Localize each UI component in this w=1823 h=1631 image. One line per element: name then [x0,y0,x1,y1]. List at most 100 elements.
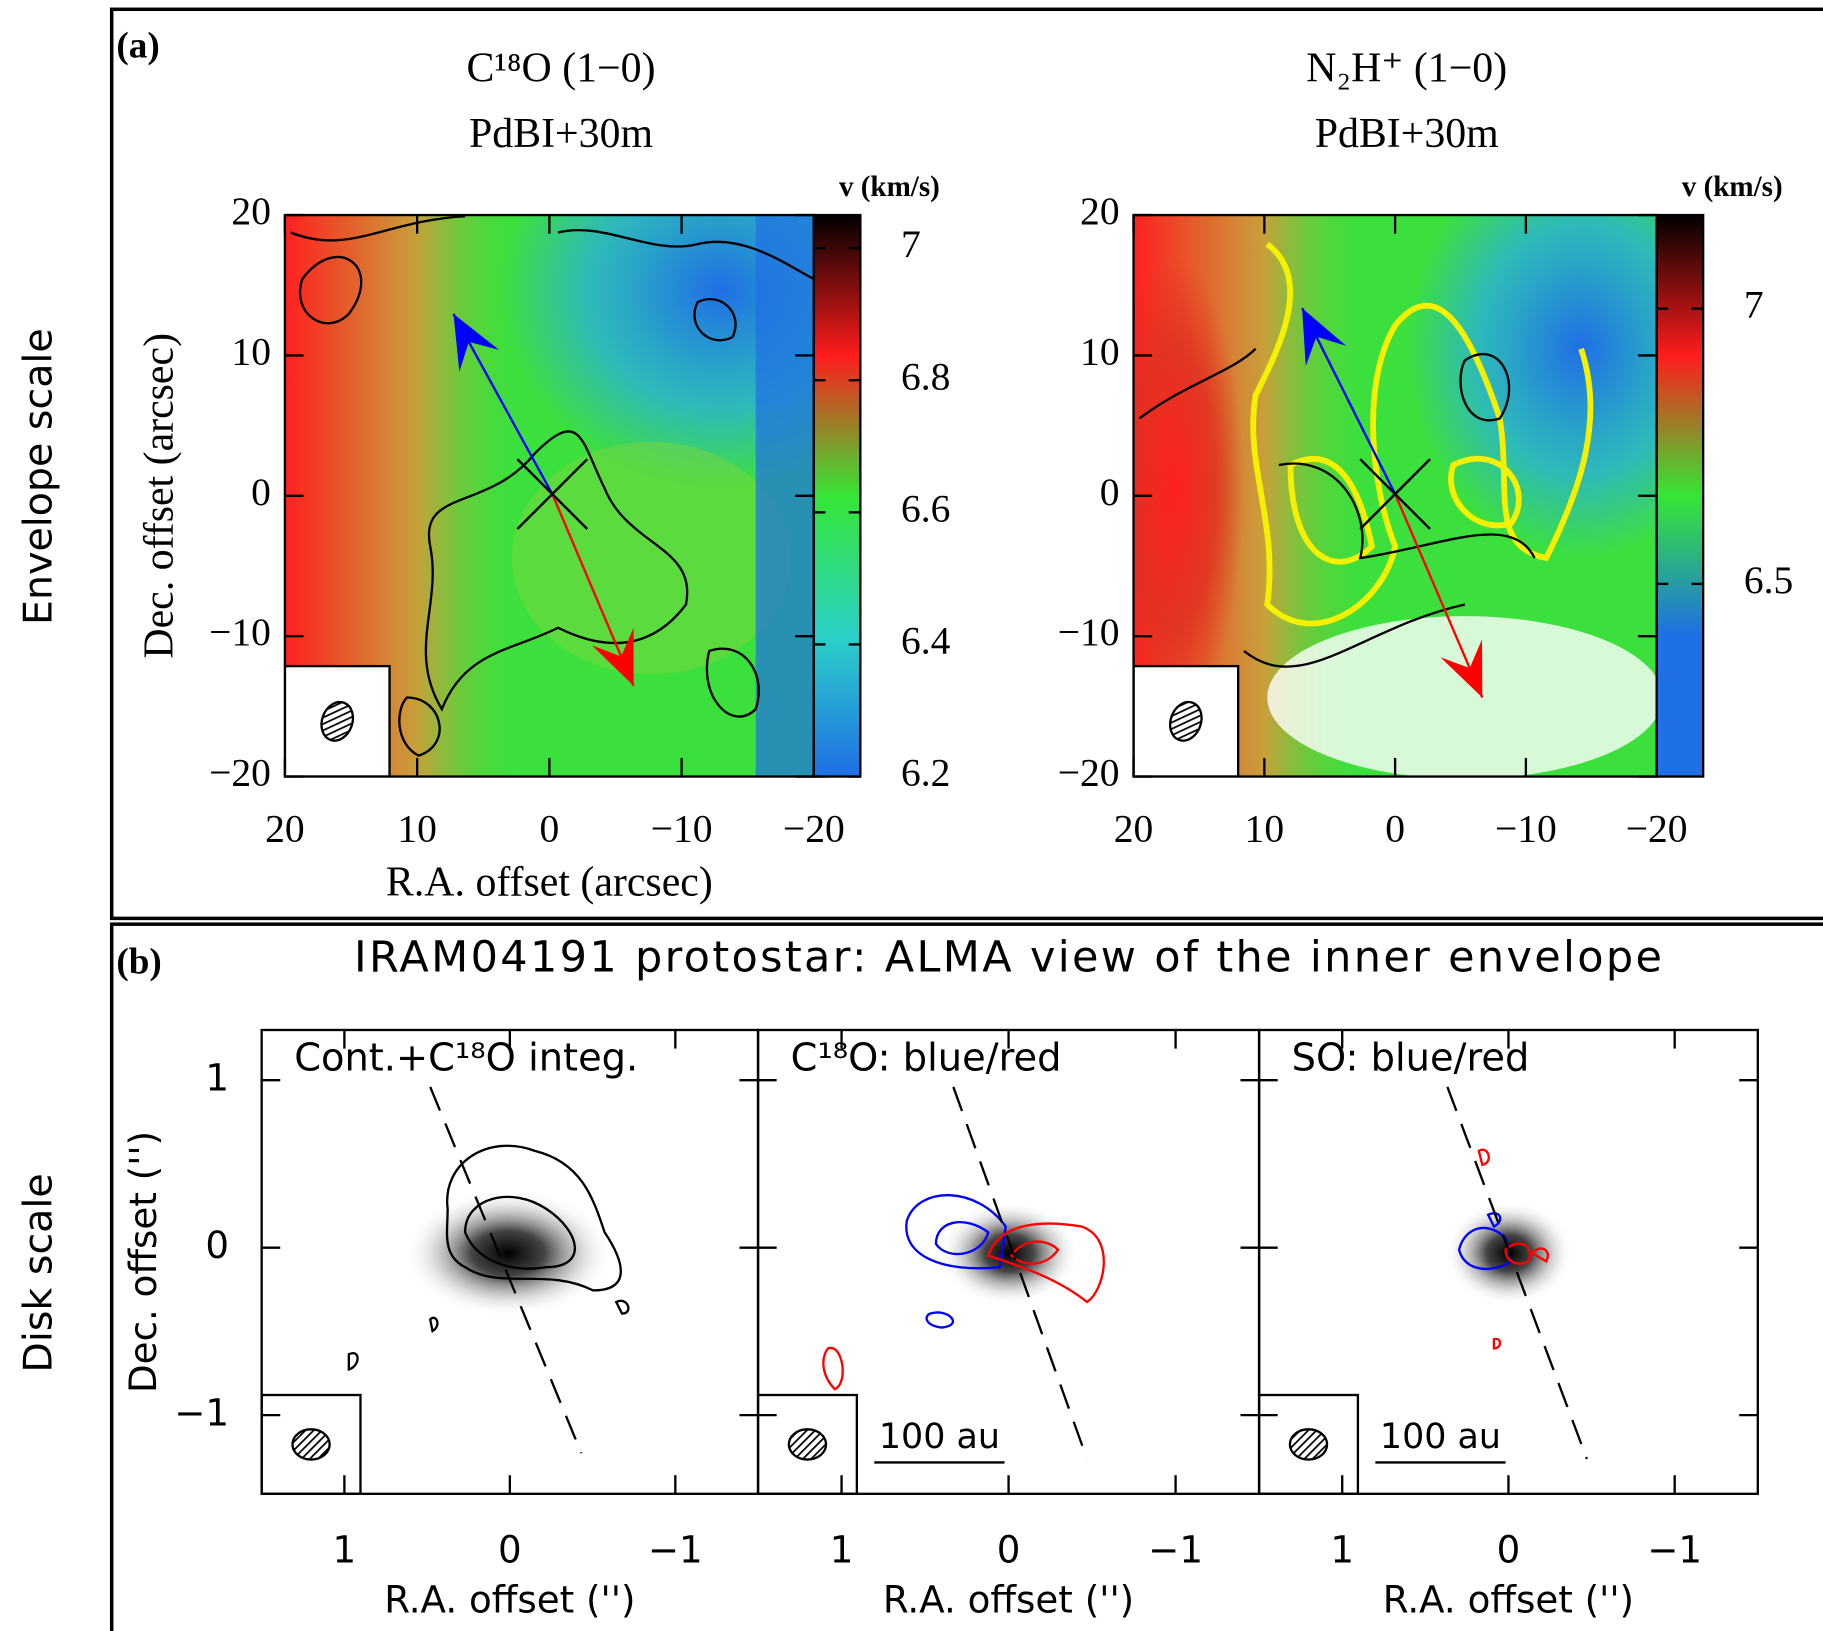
axis-line [429,1086,583,1454]
map [284,215,814,777]
x-axis-label: R.A. offset ('') [1383,1577,1634,1621]
chart-title: N₂H⁺ (1−0) [1306,46,1507,92]
y-tick-label: −10 [209,610,271,654]
map [1259,1086,1589,1494]
contour [347,1299,630,1372]
colorbar [812,213,862,778]
row-label: Envelope scale [15,328,61,625]
source-cross [516,458,588,530]
map-blob [1133,255,1244,721]
chart-title: C¹⁸O: blue/red [791,1036,1062,1081]
y-tick-label: 0 [251,470,271,514]
axis-line [952,1086,1089,1460]
colorbar-tick-label: 6.6 [901,486,950,530]
colorbar-tick-label: 6.8 [901,354,950,398]
colorbar-tick-label: 6.2 [901,751,950,795]
panel: 20 10 0 −10 −20 −20 −10 0 10 20 C¹⁸O (1−0) PdBI+30m… [136,46,950,906]
map [261,1086,630,1494]
y-axis-label: Dec. offset ('') [121,1131,165,1393]
axis-line [1446,1086,1589,1460]
contour [398,298,760,757]
y-tick-label: 1 [205,1056,229,1100]
beam [1288,1428,1329,1461]
x-tick-label: 20 [1114,806,1154,850]
x-axis-label: R.A. offset (arcsec) [386,859,713,905]
x-tick-label: 10 [397,806,437,850]
y-tick-label: 0 [1100,470,1120,514]
frame-a [109,7,1823,921]
colorbar-label: v (km/s) [839,171,940,203]
colorbar-label: v (km/s) [1682,171,1783,203]
contour [1138,347,1536,668]
colorbar-tick-label: 6.4 [901,619,951,663]
x-tick-label: 0 [997,1527,1021,1571]
y-tick-label: 10 [231,329,271,373]
x-tick-label: 10 [1245,806,1285,850]
panel: 20 10 0 −10 −20 −20 −10 0 10 20 N₂H⁺ (1−0) PdBI+30m… [1058,46,1793,851]
beam [291,1428,331,1461]
y-tick-label: 10 [1080,329,1120,373]
x-tick-label: 1 [333,1527,357,1571]
y-tick-label: −1 [174,1391,229,1435]
x-tick-label: −10 [1495,806,1557,850]
arrow-head [1440,639,1483,698]
contour [463,1195,576,1270]
x-tick-label: 0 [498,1527,522,1571]
y-tick-label: 20 [231,189,271,233]
chart-title: Cont.+C¹⁸O integ. [294,1036,638,1081]
chart-title: SO: blue/red [1292,1036,1530,1081]
x-tick-label: −1 [1148,1527,1203,1571]
arrow-head [1302,308,1347,367]
map [758,1086,1105,1494]
colorbar-tick-label: 6.5 [1744,558,1793,602]
y-tick-label: 0 [205,1223,229,1267]
arrow-head [591,627,634,686]
x-tick-label: −20 [783,806,845,850]
x-tick-label: 1 [830,1527,854,1571]
y-tick-label: −10 [1058,610,1120,654]
map-core [403,1189,613,1318]
arrow-head [453,313,500,372]
panel: 1 0 −1 C¹⁸O: blue/red R.A. offset ('') 100 au [756,1028,1261,1621]
contour [1477,1148,1549,1350]
x-axis-label: R.A. offset ('') [384,1577,635,1621]
outflow-arrow [452,313,554,495]
contour [299,255,363,325]
colorbar-tick-label: 7 [1744,283,1764,327]
y-tick-label: −20 [209,751,271,795]
contour [445,1144,622,1292]
chart-subtitle: PdBI+30m [1315,111,1499,157]
colorbar [1655,213,1705,778]
contour [290,215,814,281]
panel-label: (a) [116,25,159,66]
x-tick-label: 0 [1385,806,1405,850]
figure-title: IRAM04191 protostar: ALMA view of the in… [354,933,1664,983]
map [1133,215,1657,777]
beam [787,1428,828,1461]
frame-b [109,922,1823,1631]
x-tick-label: −1 [1647,1527,1702,1571]
panel: 1 0 −1 SO: blue/red R.A. offset ('') 100 au [1257,1028,1759,1621]
panel: 1 0 −1 −1 0 1 Cont.+C¹⁸O integ. R.A. offset (''… [121,1028,760,1621]
chart-subtitle: PdBI+30m [469,111,653,157]
colorbar-tick-label: 7 [901,222,921,266]
scale-bar-label: 100 au [1380,1417,1501,1457]
map-core [939,1200,1079,1306]
chart-title: C¹⁸O (1−0) [466,46,655,92]
y-tick-label: 20 [1080,189,1120,233]
source-cross [1359,458,1431,530]
x-tick-label: 0 [1497,1527,1521,1571]
panel-label: (b) [116,941,161,982]
scale-bar-label: 100 au [879,1417,1000,1457]
x-tick-label: 1 [1330,1527,1354,1571]
contour [1250,241,1594,627]
contour [1457,1212,1513,1271]
map-blob [1267,616,1657,777]
contour [905,1194,1007,1329]
outflow-arrow [1394,493,1484,698]
contour [1287,456,1522,565]
outflow-arrow [551,493,635,687]
x-tick-label: −1 [648,1527,703,1571]
